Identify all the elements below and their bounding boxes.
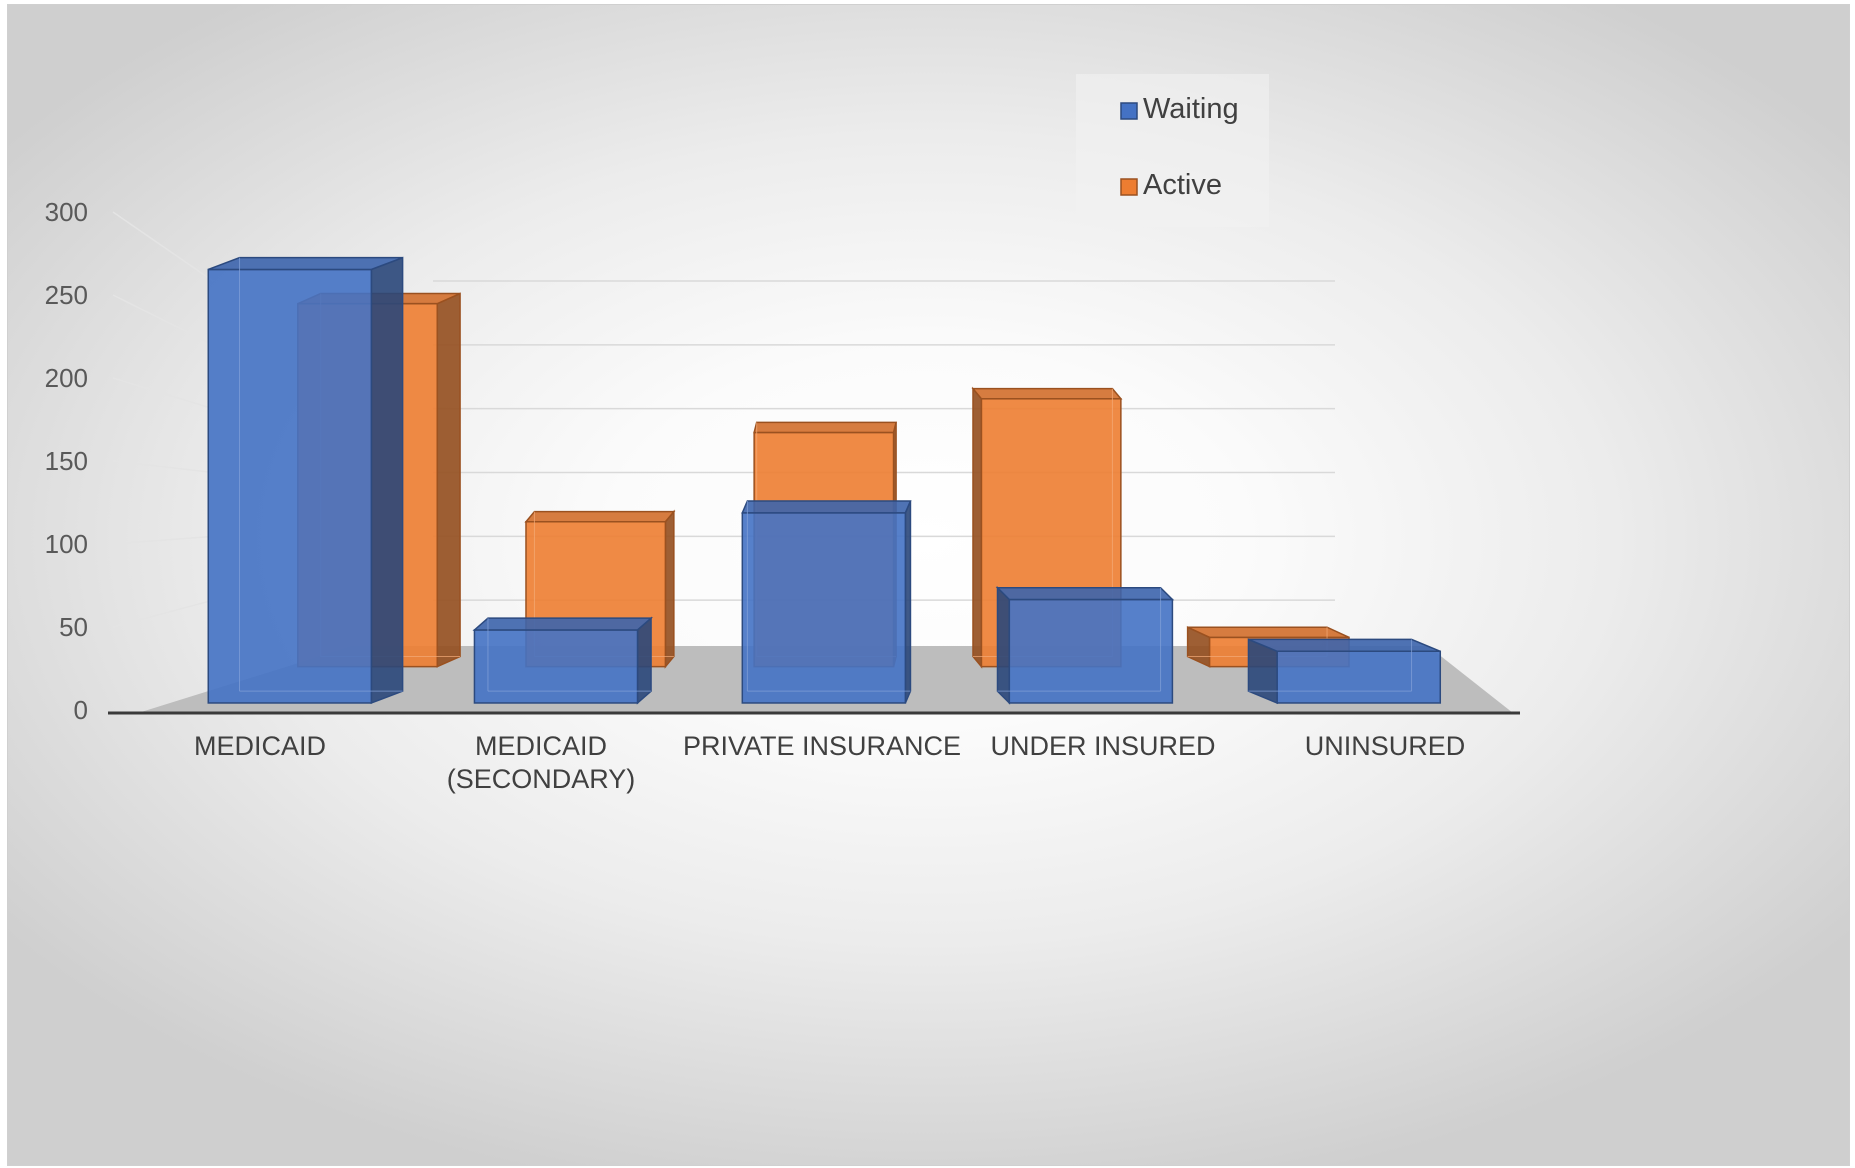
bar-waiting-3-top — [995, 586, 1175, 601]
side-gridline — [112, 377, 214, 410]
legend-label: Active — [1143, 169, 1222, 201]
bar-waiting-0-top — [207, 256, 403, 271]
bar-waiting-0 — [207, 256, 404, 705]
category-label: UNDER INSURED — [990, 731, 1215, 761]
y-tick-label: 100 — [45, 529, 88, 559]
side-gridline — [112, 599, 214, 628]
y-tick-label: 300 — [45, 197, 88, 227]
y-tick-label: 0 — [74, 695, 88, 725]
bar-active-2-top — [753, 421, 898, 434]
y-tick-label: 250 — [45, 280, 88, 310]
y-axis: 0 50 100 150 200 250 300 — [45, 197, 88, 725]
gridlines — [112, 211, 1335, 628]
bar-waiting-1-front — [473, 629, 639, 704]
legend-swatch — [1120, 102, 1138, 120]
bar-waiting-2 — [741, 500, 912, 704]
category-label: UNINSURED — [1305, 731, 1466, 761]
bar-waiting-1-side — [636, 616, 652, 705]
bar-waiting-2-side — [904, 500, 912, 704]
legend: Waiting Active — [1076, 74, 1269, 227]
bar-waiting-4 — [1247, 638, 1442, 705]
y-tick-label: 50 — [59, 612, 88, 642]
category-label: MEDICAID (SECONDARY) — [447, 731, 636, 794]
category-label: PRIVATE INSURANCE — [683, 731, 961, 761]
bar-waiting-4-front — [1276, 650, 1442, 704]
bar-waiting-3-front — [1008, 598, 1174, 704]
bar-waiting-2-front — [741, 512, 907, 704]
side-gridline — [112, 211, 214, 282]
bar-waiting-3 — [995, 585, 1175, 705]
bar-waiting-0-side — [370, 256, 404, 705]
bar-waiting-1-top — [472, 617, 654, 631]
bar-active-3-top — [971, 387, 1123, 400]
bar-active-0-side — [436, 292, 461, 668]
chart: 0 50 100 150 200 250 300 MEDICAID MEDICAID (SECO… — [45, 74, 1520, 794]
waiting-series — [207, 256, 1442, 705]
y-tick-label: 200 — [45, 363, 88, 393]
legend-label: Waiting — [1143, 93, 1239, 125]
bar-active-1-side — [664, 509, 675, 669]
bar-waiting-1 — [472, 616, 654, 705]
side-gridline — [112, 460, 214, 474]
bar-active-4-top — [1187, 626, 1350, 639]
bar-waiting-0-front — [207, 268, 373, 704]
side-gridline — [112, 294, 214, 346]
bar-waiting-3-side — [996, 585, 1011, 705]
y-tick-label: 150 — [45, 446, 88, 476]
legend-swatch — [1120, 178, 1138, 196]
chart-frame: 0 50 100 150 200 250 300 MEDICAID MEDICAID (SECO… — [7, 4, 1850, 1166]
bar-waiting-2-top — [741, 500, 912, 514]
x-axis: MEDICAID MEDICAID (SECONDARY) PRIVATE INSUR… — [194, 731, 1465, 794]
bar-active-1-top — [524, 510, 676, 523]
category-label: MEDICAID — [194, 731, 326, 761]
bar-active-3-side — [972, 386, 983, 669]
legend-box — [1076, 74, 1269, 227]
side-gridline — [112, 535, 214, 545]
